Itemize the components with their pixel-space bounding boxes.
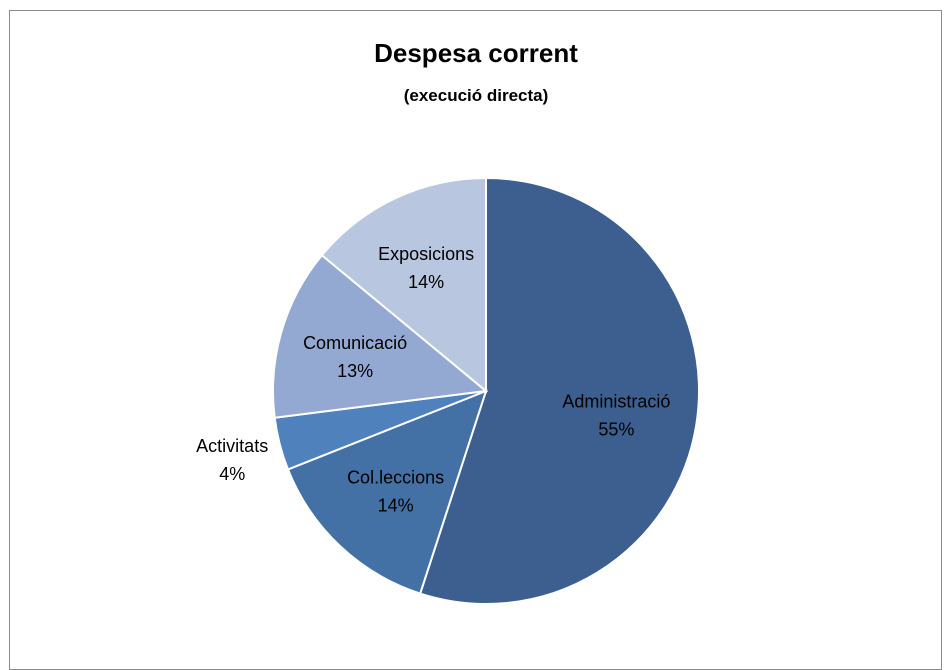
data-value-administracio: 55% xyxy=(598,420,634,440)
data-label-exposicions: Exposicions xyxy=(378,244,474,264)
pie-slice-administracio xyxy=(418,176,700,605)
pie-slice-comunicacio xyxy=(272,253,489,419)
data-value-comunicacio: 13% xyxy=(337,361,373,381)
pie-slice-exposicions xyxy=(320,176,487,394)
chart-subtitle: (execució directa) xyxy=(403,86,549,105)
data-value-activitats: 4% xyxy=(219,464,245,484)
data-value-col-leccions: 14% xyxy=(378,495,414,515)
pie-slices xyxy=(272,176,700,605)
chart-title: Despesa corrent xyxy=(374,38,578,68)
data-label-col-leccions: Col.leccions xyxy=(347,467,444,487)
data-label-activitats: Activitats xyxy=(196,436,268,456)
pie-labels: Administració 55% Col.leccions 14% Activitat… xyxy=(196,244,670,516)
data-value-exposicions: 14% xyxy=(408,272,444,292)
data-label-administracio: Administració xyxy=(562,392,670,412)
data-label-comunicacio: Comunicació xyxy=(303,333,407,353)
pie-slice-col-leccions xyxy=(286,389,488,595)
